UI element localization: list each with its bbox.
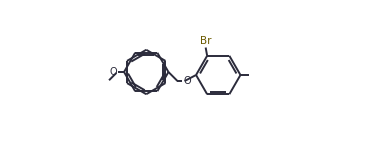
Text: O: O [110, 67, 117, 77]
Text: Br: Br [200, 36, 212, 46]
Text: O: O [183, 76, 191, 86]
